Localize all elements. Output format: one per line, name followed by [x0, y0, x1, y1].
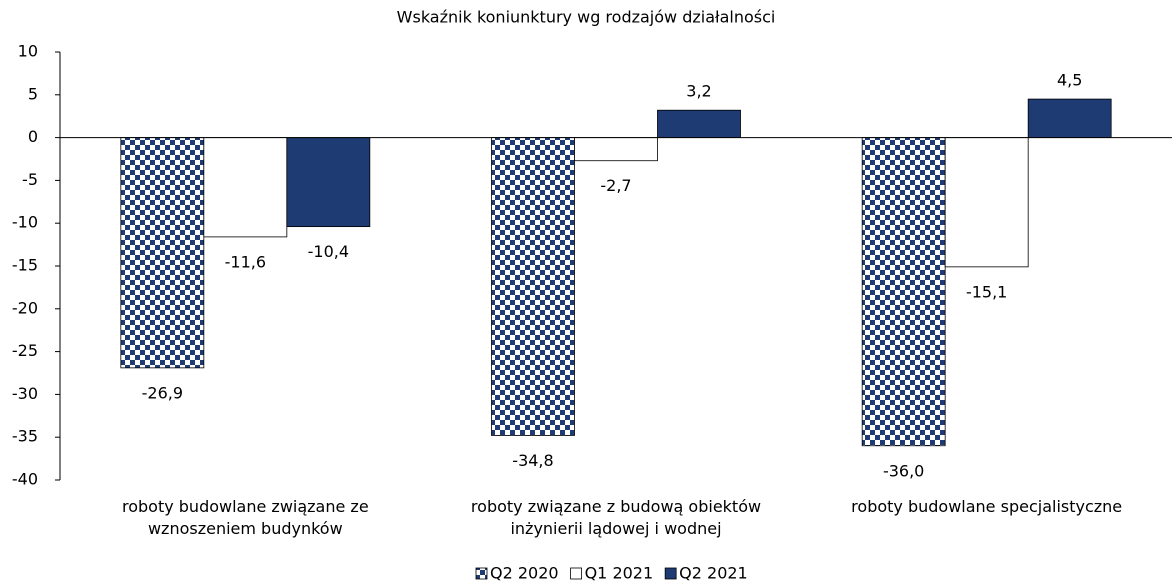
y-tick-label: -40 — [12, 470, 38, 489]
legend-swatch — [570, 567, 582, 580]
legend-label: Q2 2021 — [679, 564, 748, 583]
y-tick-label: 0 — [28, 127, 38, 146]
chart-title: Wskaźnik koniunktury wg rodzajów działal… — [397, 8, 776, 27]
value-label: -34,8 — [512, 451, 553, 470]
bar — [657, 109, 741, 139]
bar — [286, 137, 371, 228]
value-label: -11,6 — [225, 252, 266, 271]
x-tick-label: roboty związane z budową obiektów inżyni… — [470, 497, 762, 538]
value-label: 4,5 — [1057, 71, 1082, 90]
y-tick-label: -25 — [12, 341, 38, 360]
y-tick-label: -20 — [12, 298, 38, 317]
y-tick-label: -35 — [12, 427, 38, 446]
y-tick-label: -15 — [12, 256, 38, 275]
bar — [120, 137, 205, 369]
y-tick-label: -5 — [22, 170, 38, 189]
value-label: -15,1 — [966, 282, 1007, 301]
bar — [1027, 98, 1112, 139]
value-label: -10,4 — [308, 242, 349, 261]
value-label: -36,0 — [883, 461, 924, 480]
legend-label: Q2 2020 — [490, 564, 559, 583]
y-tick-label: 10 — [18, 42, 38, 61]
bar — [944, 137, 1029, 268]
bar — [491, 137, 575, 436]
x-tick-label: roboty budowlane związane ze wznoszeniem… — [121, 497, 369, 538]
value-label: -26,9 — [142, 383, 183, 402]
x-tick-label: roboty budowlane specjalistyczne — [851, 497, 1123, 516]
bar — [861, 137, 946, 447]
bar — [574, 137, 658, 162]
value-label: -2,7 — [600, 176, 631, 195]
y-tick-label: -30 — [12, 384, 38, 403]
legend-swatch — [664, 567, 677, 580]
legend-swatch — [475, 567, 488, 580]
y-tick-label: 5 — [28, 84, 38, 103]
bar — [203, 137, 288, 238]
legend-label: Q1 2021 — [585, 564, 654, 583]
y-tick-label: -10 — [12, 213, 38, 232]
value-label: 3,2 — [686, 82, 711, 101]
